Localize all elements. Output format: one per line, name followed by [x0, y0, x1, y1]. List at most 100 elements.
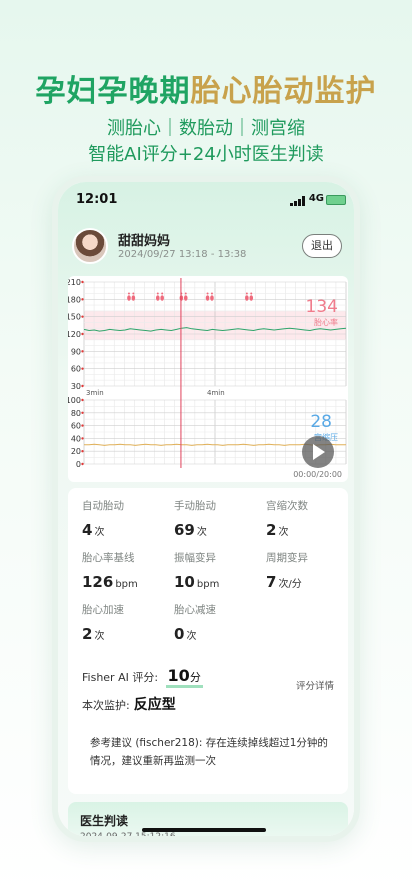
toco-tick-dot — [81, 450, 84, 453]
stat-item: 手动胎动 69 次 — [174, 498, 264, 539]
stat-label: 振幅变异 — [174, 552, 216, 564]
network-label: 4G — [308, 193, 324, 204]
hero-subtitle-ai: 智能AI评分+24小时医生判读 — [88, 144, 324, 165]
fhr-tick-dot — [81, 315, 84, 318]
toco-tick-label: 0 — [76, 460, 81, 469]
fisher-score: Fisher AI 评分: 10分 — [82, 666, 203, 688]
stat-label: 周期变异 — [266, 552, 308, 564]
result-label: 本次监护: — [82, 699, 130, 712]
fetal-movement-icon — [155, 292, 164, 301]
fisher-label: Fisher AI 评分: — [82, 671, 159, 684]
fhr-tick-dot — [81, 332, 84, 336]
stat-number: 126 — [82, 573, 114, 591]
toco-tick-dot — [81, 462, 84, 466]
toco-series-line — [84, 443, 346, 446]
fisher-score-number: 10 — [167, 666, 190, 685]
footprint-toe — [156, 292, 159, 295]
home-indicator[interactable] — [142, 828, 266, 832]
stat-number: 2 — [82, 625, 93, 643]
fhr-tick-label: 180 — [68, 295, 81, 304]
toco-tick-dot — [81, 411, 84, 414]
stat-value: 7 次/分 — [266, 573, 354, 591]
toco-tick-label: 40 — [71, 434, 81, 443]
user-name: 甜甜妈妈 — [118, 234, 171, 249]
fhr-series-line — [83, 327, 347, 332]
stat-value: 69 次 — [174, 521, 264, 539]
toco-current-value: 28 — [310, 412, 332, 432]
stat-item: 胎心率基线 126 bpm — [82, 550, 172, 591]
toco-value-label: 宫缩压 — [314, 432, 338, 442]
footprint-toe — [161, 292, 164, 295]
avatar[interactable] — [72, 228, 108, 264]
stat-item: 胎心减速 0 次 — [174, 602, 264, 643]
stat-item: 周期变异 7 次/分 — [266, 550, 354, 591]
hero-title-part-b: 胎心胎动监护 — [190, 74, 377, 109]
stats-card: 自动胎动 4 次手动胎动 69 次宫缩次数 2 次胎心率基线 126 bpm 振幅变异 10 bpm 周… — [68, 488, 348, 794]
fisher-score-value: 10分 — [165, 666, 203, 688]
time-axis-label: 3min — [86, 389, 104, 397]
stat-value: 126 bpm — [82, 573, 172, 591]
toco-tick-label: 80 — [71, 409, 81, 418]
footprint-shape — [210, 295, 214, 301]
stat-unit: 次 — [94, 631, 105, 642]
footprint-toe — [245, 292, 248, 295]
signal-icon — [290, 196, 306, 206]
footprint-shape — [205, 295, 210, 301]
fhr-tick-label: 30 — [71, 382, 81, 391]
footprint-shape — [127, 295, 131, 301]
stat-unit: bpm — [115, 579, 138, 590]
stat-number: 7 — [266, 573, 277, 591]
session-time: 2024/09/27 13:18 - 13:38 — [118, 249, 247, 260]
fhr-tick-dot — [81, 367, 84, 370]
play-icon[interactable] — [313, 444, 325, 460]
stat-label: 胎心加速 — [82, 604, 124, 616]
fhr-tick-dot — [81, 280, 84, 284]
battery-icon — [326, 195, 346, 205]
fetal-movement-icon — [205, 292, 214, 301]
fhr-tick-dot — [81, 350, 84, 353]
stat-unit: 次/分 — [278, 579, 302, 590]
toco-tick-dot — [81, 398, 84, 402]
doctor-review-title: 医生判读 — [80, 814, 129, 828]
playback-time: 00:00/20:00 — [293, 470, 342, 479]
logout-button[interactable]: 退出 — [302, 234, 342, 258]
stat-number: 2 — [266, 521, 277, 539]
doctor-review-card[interactable]: 医生判读 2024-09-27 15:12:16 — [68, 802, 348, 842]
fetal-movement-icon — [127, 292, 136, 301]
fisher-score-unit: 分 — [189, 671, 201, 684]
footprint-shape — [249, 295, 254, 301]
time-axis-label: 4min — [207, 389, 225, 397]
footprint-toe — [132, 292, 135, 295]
stat-item: 自动胎动 4 次 — [82, 498, 172, 539]
ctg-chart[interactable]: 210 180 150 120 90 60 30 100 80 60 40 20 0 3min 4min 13… — [68, 276, 348, 482]
fhr-tick-label: 210 — [68, 278, 81, 287]
hero-title-part-a: 孕妇孕晚期 — [35, 74, 191, 109]
footprint-toe — [206, 292, 209, 295]
result-value: 反应型 — [133, 697, 176, 713]
user-header: 甜甜妈妈 2024/09/27 13:18 - 13:38 退出 — [72, 228, 342, 268]
stat-label: 手动胎动 — [174, 500, 216, 512]
fhr-current-value: 134 — [306, 297, 338, 317]
stat-unit: 次 — [186, 631, 197, 642]
stat-label: 宫缩次数 — [266, 500, 308, 512]
stat-item: 宫缩次数 2 次 — [266, 498, 354, 539]
score-detail-link[interactable]: 评分详情 — [295, 681, 334, 692]
stat-label: 自动胎动 — [82, 500, 124, 512]
toco-tick-label: 60 — [71, 422, 81, 431]
doctor-review-date: 2024-09-27 15:12:16 — [80, 832, 176, 842]
footprint-toe — [127, 292, 130, 295]
fhr-tick-dot — [81, 384, 84, 388]
advice-text: 参考建议 (fischer218): 存在连续掉线超过1分钟的情况，建议重新再监… — [90, 737, 328, 767]
footprint-toe — [250, 292, 253, 295]
monitor-result: 本次监护: 反应型 — [82, 694, 176, 714]
hero-banner: 孕妇孕晚期胎心胎动监护 测胎心｜数胎动｜测宫缩 智能AI评分+24小时医生判读 — [0, 0, 412, 170]
ctg-chart-svg[interactable]: 210 180 150 120 90 60 30 100 80 60 40 20 0 3min 4min 13… — [68, 276, 348, 482]
fetal-movement-icon — [245, 292, 254, 301]
footprint-shape — [245, 295, 249, 301]
stat-label: 胎心减速 — [174, 604, 216, 616]
footprint-shape — [183, 295, 188, 301]
